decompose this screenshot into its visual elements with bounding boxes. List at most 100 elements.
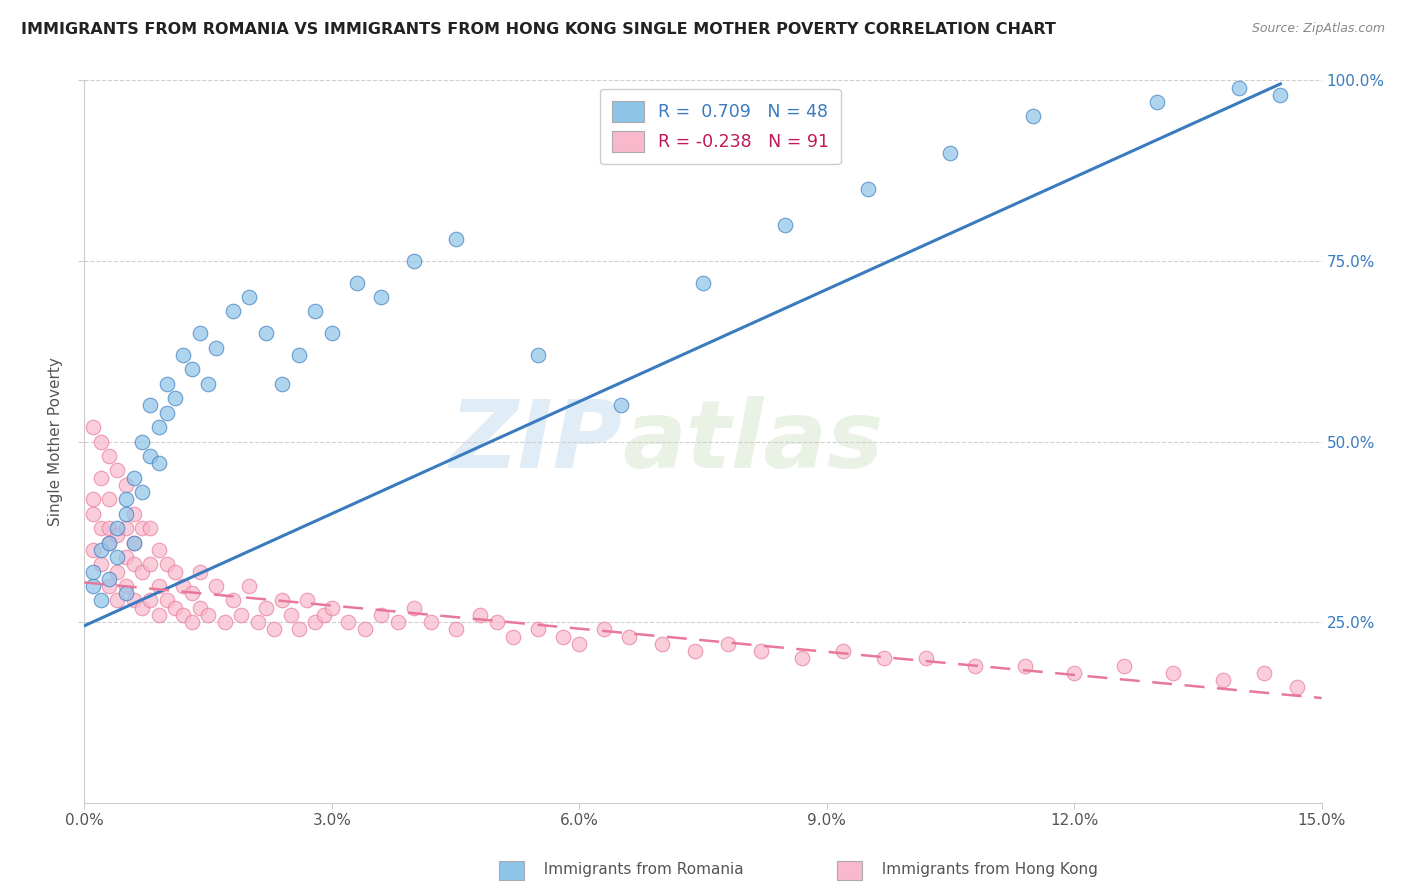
Point (873, 651, 896, 665)
Text: Immigrants from Romania: Immigrants from Romania (534, 863, 744, 877)
Y-axis label: Single Mother Poverty: Single Mother Poverty (48, 357, 63, 526)
Point (122, 470, 145, 484)
Point (651, 637, 673, 651)
Point (139, 593, 162, 607)
Point (98, 535, 121, 549)
Point (470, 607, 492, 622)
Point (502, 630, 524, 644)
Point (156, 593, 179, 607)
Point (114, 478, 136, 492)
Point (790, 651, 813, 665)
Point (444, 232, 467, 246)
Point (90, 434, 112, 449)
Point (321, 600, 343, 615)
Point (1146, 95, 1168, 109)
Point (98, 492, 121, 507)
Point (148, 420, 170, 434)
Point (114, 579, 136, 593)
Point (172, 607, 194, 622)
Point (82, 579, 104, 593)
Point (180, 586, 202, 600)
Point (222, 304, 245, 318)
Point (717, 637, 740, 651)
Point (238, 290, 260, 304)
Point (312, 607, 335, 622)
Legend: R =  0.709   N = 48, R = -0.238   N = 91: R = 0.709 N = 48, R = -0.238 N = 91 (600, 89, 841, 164)
Point (205, 341, 228, 355)
Point (90, 593, 112, 607)
Point (105, 528, 128, 542)
Point (337, 615, 360, 630)
Point (98, 579, 121, 593)
Point (82, 507, 104, 521)
Point (370, 607, 392, 622)
Point (98, 572, 121, 586)
Point (90, 470, 112, 484)
Point (139, 558, 162, 572)
Point (404, 600, 426, 615)
Point (90, 542, 112, 557)
Point (280, 607, 302, 622)
Point (165, 600, 187, 615)
Point (105, 463, 128, 477)
Point (1270, 87, 1292, 102)
Point (965, 658, 987, 673)
Point (156, 558, 179, 572)
Point (131, 521, 153, 535)
Point (82, 420, 104, 434)
Point (156, 376, 179, 391)
Point (131, 485, 153, 500)
Point (122, 535, 145, 549)
Text: Source: ZipAtlas.com: Source: ZipAtlas.com (1251, 22, 1385, 36)
Point (139, 398, 162, 412)
Point (914, 651, 936, 665)
Point (122, 593, 145, 607)
Point (114, 550, 136, 565)
Point (139, 521, 162, 535)
Point (856, 182, 879, 196)
Point (172, 579, 194, 593)
Point (90, 521, 112, 535)
Point (485, 615, 508, 630)
Point (749, 644, 772, 658)
Point (263, 623, 285, 637)
Point (238, 579, 260, 593)
Point (197, 607, 219, 622)
Text: IMMIGRANTS FROM ROMANIA VS IMMIGRANTS FROM HONG KONG SINGLE MOTHER POVERTY CORRE: IMMIGRANTS FROM ROMANIA VS IMMIGRANTS FR… (21, 22, 1056, 37)
Point (114, 586, 136, 600)
Point (205, 579, 228, 593)
Point (148, 607, 170, 622)
Point (304, 615, 326, 630)
Point (114, 507, 136, 521)
Point (551, 630, 574, 644)
Point (271, 593, 294, 607)
Point (527, 623, 550, 637)
Point (1161, 665, 1184, 680)
Point (82, 565, 104, 579)
Point (90, 558, 112, 572)
Text: atlas: atlas (623, 395, 884, 488)
Point (387, 615, 409, 630)
Point (321, 326, 343, 340)
Point (148, 456, 170, 470)
Point (271, 376, 294, 391)
Point (1285, 680, 1308, 694)
Point (568, 637, 591, 651)
Point (114, 521, 136, 535)
Point (353, 623, 375, 637)
Point (122, 558, 145, 572)
Point (122, 535, 145, 549)
Point (105, 565, 128, 579)
Point (122, 507, 145, 521)
Point (692, 276, 714, 290)
Point (254, 326, 277, 340)
Point (404, 253, 426, 268)
Point (288, 623, 311, 637)
Point (1253, 665, 1275, 680)
Point (246, 615, 269, 630)
Point (683, 644, 706, 658)
Point (131, 434, 153, 449)
Point (527, 348, 550, 362)
Point (114, 492, 136, 507)
Point (180, 615, 202, 630)
